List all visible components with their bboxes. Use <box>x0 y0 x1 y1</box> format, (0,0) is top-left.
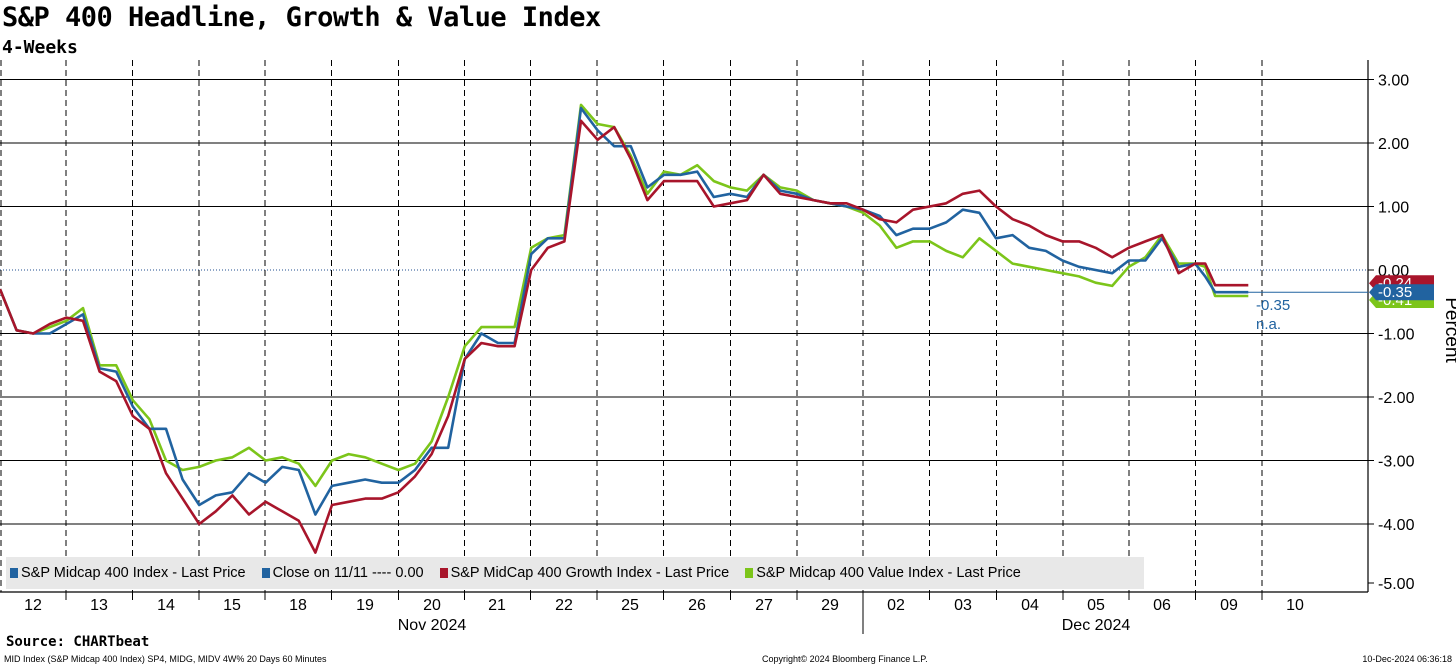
x-tick-label: 06 <box>1153 597 1171 614</box>
x-tick-label: 20 <box>423 597 441 614</box>
x-tick-label: 03 <box>954 597 972 614</box>
chart-subtitle: 4-Weeks <box>2 37 78 58</box>
chart-title: S&P 400 Headline, Growth & Value Index <box>2 2 601 33</box>
y-tick-label: -1.00 <box>1378 327 1415 344</box>
annotation-value: -0.35 <box>1256 297 1290 314</box>
legend-item-headline: S&P Midcap 400 Index - Last Price <box>10 565 246 581</box>
footer-timestamp: 10-Dec-2024 06:36:18 <box>1362 654 1452 664</box>
footer-copyright: Copyright© 2024 Bloomberg Finance L.P. <box>762 654 928 664</box>
x-tick-label: 29 <box>821 597 839 614</box>
footer-index-info: MID Index (S&P Midcap 400 Index) SP4, MI… <box>4 654 327 664</box>
x-tick-label: 04 <box>1021 597 1039 614</box>
x-tick-label: 22 <box>555 597 573 614</box>
legend-swatch-headline <box>10 568 18 578</box>
series-line-growth <box>0 119 1249 554</box>
x-tick-label: 21 <box>488 597 506 614</box>
y-tick-label: 1.00 <box>1378 200 1409 217</box>
series-line-headline <box>0 106 1249 516</box>
last-value-label-headline: -0.35 <box>1378 284 1412 301</box>
legend-swatch-value <box>745 568 754 578</box>
x-tick-label: 10 <box>1286 597 1304 614</box>
series-line-value <box>0 103 1249 488</box>
y-tick-label: -2.00 <box>1378 390 1415 407</box>
x-tick-label: 15 <box>223 597 241 614</box>
x-tick-label: 25 <box>621 597 639 614</box>
chart-legend: S&P Midcap 400 Index - Last Price Close … <box>6 557 1144 589</box>
y-axis-label: Percent <box>1441 297 1456 363</box>
legend-label-headline: S&P Midcap 400 Index - Last Price <box>21 565 246 581</box>
y-tick-label: 2.00 <box>1378 136 1409 153</box>
legend-label-growth: S&P MidCap 400 Growth Index - Last Price <box>450 565 730 581</box>
legend-label-value: S&P Midcap 400 Value Index - Last Price <box>756 565 1021 581</box>
annotation-na: n.a. <box>1256 316 1281 333</box>
x-tick-label: 26 <box>688 597 706 614</box>
x-tick-label: 19 <box>356 597 374 614</box>
month-label-dec: Dec 2024 <box>1062 617 1131 634</box>
legend-item-growth: S&P MidCap 400 Growth Index - Last Price <box>439 565 730 581</box>
x-tick-label: 13 <box>90 597 108 614</box>
x-tick-label: 09 <box>1220 597 1238 614</box>
source-note: Source: CHARTbeat <box>6 634 150 650</box>
x-tick-label: 02 <box>887 597 905 614</box>
x-tick-label: 14 <box>157 597 175 614</box>
x-tick-label: 12 <box>24 597 42 614</box>
legend-swatch-growth <box>439 568 448 578</box>
y-tick-label: -4.00 <box>1378 517 1415 534</box>
legend-label-close: Close on 11/11 ---- 0.00 <box>272 565 424 581</box>
y-tick-label: -3.00 <box>1378 454 1415 471</box>
x-tick-label: 05 <box>1087 597 1105 614</box>
month-label-nov: Nov 2024 <box>398 617 467 634</box>
legend-item-close: Close on 11/11 ---- 0.00 <box>261 565 424 581</box>
legend-swatch-close <box>261 568 270 578</box>
y-tick-label: 3.00 <box>1378 73 1409 90</box>
legend-item-value: S&P Midcap 400 Value Index - Last Price <box>745 565 1021 581</box>
y-tick-label: -5.00 <box>1378 576 1415 593</box>
x-tick-label: 27 <box>755 597 773 614</box>
last-value-tag-headline <box>1369 284 1434 301</box>
line-chart: 3.002.001.000.00-1.00-2.00-3.00-4.00-5.0… <box>0 60 1456 634</box>
x-tick-label: 18 <box>289 597 307 614</box>
